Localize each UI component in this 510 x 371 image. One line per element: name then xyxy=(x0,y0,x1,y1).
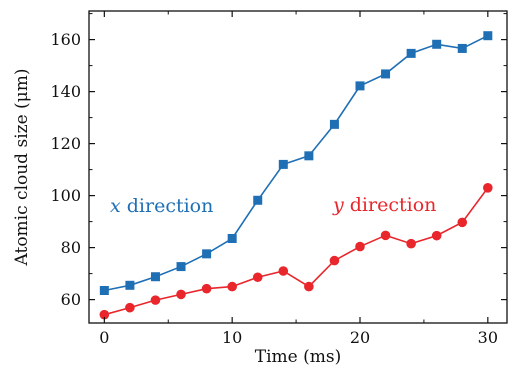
data-point-y xyxy=(252,272,263,283)
series-line-x xyxy=(104,34,489,292)
y-axis-title: Atomic cloud size (μm) xyxy=(12,69,32,267)
data-point-y xyxy=(176,289,186,300)
data-point-y xyxy=(125,302,135,313)
y-tick-label: 60 xyxy=(61,290,81,309)
x-tick-label: 30 xyxy=(478,328,498,347)
data-point-x xyxy=(278,159,288,169)
y-tick-label: 100 xyxy=(50,186,81,205)
data-point-x xyxy=(253,195,263,205)
data-point-x xyxy=(329,119,339,129)
data-point-y xyxy=(150,295,161,305)
data-point-y xyxy=(201,283,212,294)
data-point-y xyxy=(227,281,237,292)
x-tick-label: 20 xyxy=(350,328,370,347)
plot-frame xyxy=(88,10,508,324)
data-point-y xyxy=(457,217,468,228)
data-point-x xyxy=(406,48,416,58)
x-tick-label: 10 xyxy=(222,328,242,347)
y-tick-label: 80 xyxy=(61,238,81,257)
data-point-y xyxy=(304,281,314,292)
data-point-y xyxy=(406,238,416,249)
series-label-x: x direction xyxy=(110,195,213,217)
data-point-x xyxy=(150,272,160,282)
data-point-x xyxy=(176,262,186,272)
data-point-y xyxy=(329,255,340,266)
series-label-variable: y xyxy=(332,194,344,216)
data-point-x xyxy=(483,31,493,41)
series-label-variable: x xyxy=(110,195,121,217)
data-point-x xyxy=(125,280,135,290)
x-tick-label: 0 xyxy=(99,328,109,347)
series-line-y xyxy=(104,187,489,316)
data-point-y xyxy=(483,183,493,193)
axis-ticks: 0 10 20 30 60 80 100 120 140 160 xyxy=(50,11,507,347)
data-point-x xyxy=(355,81,365,91)
plot-marks xyxy=(99,31,493,320)
data-point-x xyxy=(304,151,314,161)
data-point-y xyxy=(355,241,365,252)
data-point-y xyxy=(380,230,391,241)
y-tick-label: 120 xyxy=(50,134,81,153)
data-point-x xyxy=(432,39,442,49)
series-label-y: y direction xyxy=(332,194,436,216)
data-point-x xyxy=(381,69,391,79)
data-point-y xyxy=(99,309,110,320)
data-point-x xyxy=(457,43,467,53)
data-point-x xyxy=(202,249,212,259)
data-point-y xyxy=(431,230,442,241)
data-point-y xyxy=(278,266,289,276)
y-tick-label: 160 xyxy=(50,30,81,49)
data-point-x xyxy=(99,286,109,295)
data-point-x xyxy=(227,234,237,243)
y-tick-label: 140 xyxy=(50,82,81,101)
series-label-text: direction xyxy=(344,194,437,216)
x-axis-title: Time (ms) xyxy=(255,347,341,367)
series-label-text: direction xyxy=(121,195,214,217)
series-annotations: x direction y direction xyxy=(110,194,436,217)
